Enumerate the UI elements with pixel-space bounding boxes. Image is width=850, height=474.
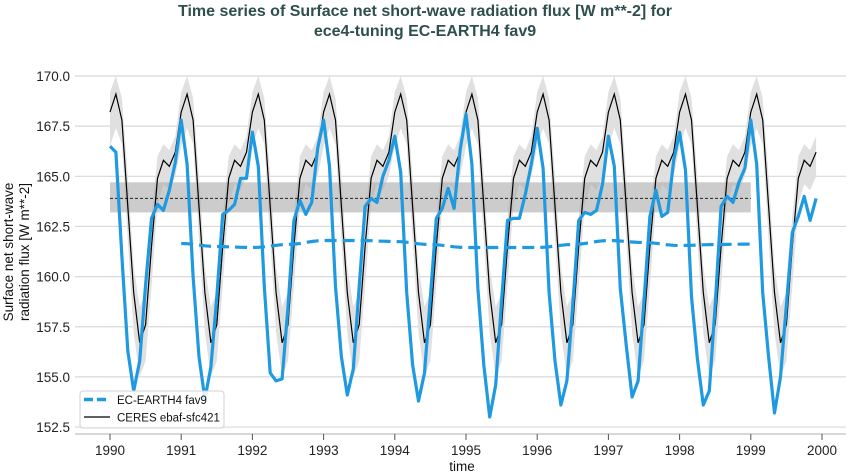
x-axis-label: time bbox=[449, 459, 475, 474]
axes: 152.5 155.0 157.5 160.0 162.5 165.0 167.5 170.0… bbox=[36, 69, 846, 458]
legend-label-model: EC-EARTH4 fav9 bbox=[117, 395, 207, 407]
y-tick-label: 162.5 bbox=[36, 219, 70, 234]
y-tick-label: 170.0 bbox=[36, 69, 70, 84]
y-axis-label-line-2: radiation flux [W m**-2] bbox=[17, 183, 32, 321]
legend: EC-EARTH4 fav9 CERES ebaf-sfc421 bbox=[79, 390, 225, 429]
legend-label-obs: CERES ebaf-sfc421 bbox=[117, 413, 220, 425]
x-tick-label: 1997 bbox=[593, 443, 623, 458]
obs-spread-band bbox=[110, 76, 817, 377]
model-running-mean-line bbox=[181, 238, 751, 250]
x-tick-label: 1992 bbox=[237, 443, 267, 458]
x-tick-label: 1998 bbox=[665, 443, 695, 458]
x-tick-label: 1999 bbox=[736, 443, 766, 458]
y-tick-label: 155.0 bbox=[36, 370, 70, 385]
chart-title-line-1: Time series of Surface net short-wave ra… bbox=[178, 3, 672, 20]
y-tick-label: 152.5 bbox=[36, 420, 70, 435]
model-monthly-line bbox=[108, 112, 818, 419]
plot-area bbox=[108, 76, 818, 419]
x-tick-label: 2000 bbox=[807, 443, 837, 458]
y-tick-label: 165.0 bbox=[36, 169, 70, 184]
y-axis-label-line-1: Surface net short-wave bbox=[1, 183, 16, 322]
x-tick-label: 1994 bbox=[380, 443, 411, 458]
x-tick-label: 1996 bbox=[522, 443, 552, 458]
y-tick-label: 167.5 bbox=[36, 119, 70, 134]
y-tick-label: 160.0 bbox=[36, 270, 70, 285]
y-tick-label: 157.5 bbox=[36, 320, 70, 335]
x-tick-label: 1993 bbox=[309, 443, 339, 458]
x-tick-label: 1991 bbox=[166, 443, 196, 458]
chart-title-line-2: ece4-tuning EC-EARTH4 fav9 bbox=[314, 23, 536, 40]
x-tick-label: 1995 bbox=[451, 443, 481, 458]
x-tick-label: 1990 bbox=[95, 443, 125, 458]
obs-mean-band bbox=[110, 182, 751, 213]
